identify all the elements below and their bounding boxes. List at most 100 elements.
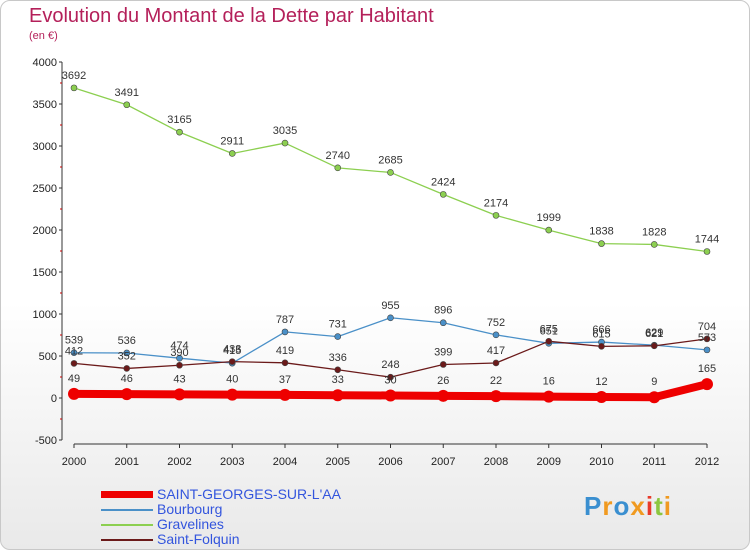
data-label: 955 [381, 300, 399, 312]
data-label: 49 [68, 373, 80, 385]
y-tick-label: 0 [51, 393, 57, 405]
data-point [226, 388, 239, 401]
legend-label: Gravelines [157, 516, 224, 532]
data-label: 419 [276, 345, 294, 357]
data-label: 46 [121, 373, 133, 385]
data-point [650, 342, 658, 350]
x-tick-label: 2007 [431, 456, 455, 468]
y-tick-label: 3500 [33, 99, 57, 111]
data-point [648, 391, 661, 404]
data-label: 2424 [431, 176, 455, 188]
data-label: 1744 [695, 234, 719, 246]
proxiti-logo: Proxiti [584, 491, 672, 522]
data-label: 3165 [167, 114, 191, 126]
data-point [68, 387, 80, 400]
data-point [228, 150, 236, 157]
data-label: 417 [487, 345, 505, 357]
data-label: 704 [698, 321, 716, 333]
data-label: 26 [437, 375, 449, 387]
data-point [281, 139, 289, 147]
legend-swatch [101, 491, 153, 498]
x-tick-label: 2010 [589, 456, 613, 468]
data-label: 474 [170, 340, 188, 352]
data-label: 3035 [273, 125, 297, 137]
data-label: 666 [592, 324, 610, 336]
x-tick-label: 2009 [537, 456, 561, 468]
data-label: 12 [595, 376, 607, 388]
data-point [123, 101, 131, 109]
y-tick-label: 1500 [33, 267, 57, 279]
data-label: 336 [329, 352, 347, 364]
data-point [439, 361, 447, 368]
data-point [281, 328, 289, 336]
data-point [492, 212, 500, 219]
x-tick-label: 2002 [167, 456, 191, 468]
data-label: 752 [487, 317, 505, 329]
data-point [176, 128, 183, 136]
data-point [701, 378, 713, 391]
data-label: 30 [384, 374, 396, 386]
data-label: 1828 [642, 226, 666, 238]
data-point [281, 359, 289, 367]
data-label: 629 [645, 327, 663, 339]
data-label: 896 [434, 305, 452, 317]
data-point [123, 365, 131, 372]
data-point [439, 319, 447, 327]
data-label: 16 [543, 376, 555, 388]
x-tick-label: 2005 [326, 456, 350, 468]
data-label: 352 [118, 350, 136, 362]
y-tick-label: 2000 [33, 225, 57, 237]
data-point [490, 390, 502, 403]
legend-label: Bourbourg [157, 501, 223, 517]
logo-letter: x [630, 491, 646, 521]
legend-swatch [101, 509, 153, 511]
data-label: 651 [540, 325, 558, 337]
data-label: 37 [279, 374, 291, 386]
x-tick-label: 2003 [220, 456, 244, 468]
chart-subtitle: (en €) [29, 30, 58, 42]
data-point [595, 390, 608, 403]
series-line [73, 338, 708, 378]
y-tick-label: 1000 [33, 309, 57, 321]
data-label: 621 [645, 328, 663, 340]
data-label: 2740 [326, 150, 350, 162]
data-point [334, 164, 342, 172]
data-point [279, 388, 291, 401]
y-tick-label: 3000 [33, 141, 57, 153]
data-point [176, 354, 183, 362]
logo-letter: r [602, 491, 614, 521]
legend-label: Saint-Folquin [157, 531, 240, 547]
logo-letter: P [584, 491, 603, 521]
data-label: 731 [329, 319, 347, 331]
data-label: 3491 [115, 87, 139, 99]
data-label: 40 [226, 374, 238, 386]
data-point [123, 349, 131, 357]
data-label: 539 [65, 335, 83, 347]
x-tick-label: 2011 [642, 456, 666, 468]
logo-letter: t [654, 491, 664, 521]
data-point [387, 373, 394, 381]
data-label: 165 [698, 363, 716, 375]
chart-title: Evolution du Montant de la Dette par Hab… [29, 5, 434, 27]
y-tick-label: 500 [39, 351, 57, 363]
data-point [492, 331, 500, 339]
legend-swatch [101, 539, 153, 541]
logo-letter: i [645, 491, 655, 521]
data-point [228, 358, 236, 365]
x-tick-label: 2004 [273, 456, 297, 468]
data-point [120, 388, 133, 401]
data-label: 415 [223, 345, 241, 357]
data-label: 2174 [484, 197, 508, 209]
data-point [334, 333, 342, 340]
data-point [598, 343, 605, 350]
data-point [176, 361, 183, 369]
x-tick-label: 2006 [378, 456, 402, 468]
data-label: 433 [223, 344, 241, 356]
data-label: 615 [592, 328, 610, 340]
data-label: 22 [490, 375, 502, 387]
legend-label: SAINT-GEORGES-SUR-L'AA [157, 486, 341, 502]
data-label: 33 [332, 374, 344, 386]
data-point [598, 240, 605, 247]
